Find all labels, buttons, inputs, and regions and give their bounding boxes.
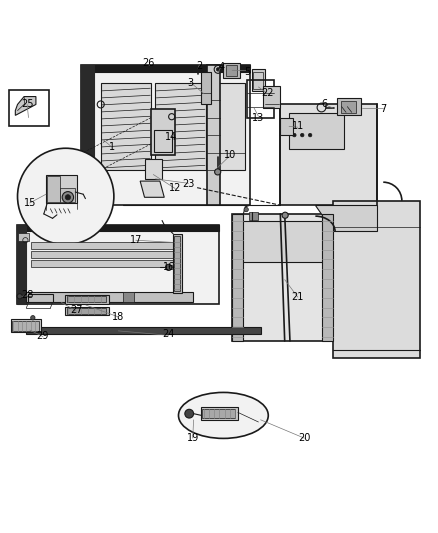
Polygon shape xyxy=(81,65,250,71)
Bar xyxy=(249,212,258,220)
Polygon shape xyxy=(81,65,250,205)
Polygon shape xyxy=(315,205,377,231)
Bar xyxy=(341,101,356,113)
Bar xyxy=(174,236,180,291)
Bar xyxy=(202,409,235,418)
Polygon shape xyxy=(333,201,420,359)
Bar xyxy=(207,65,220,205)
Bar xyxy=(239,221,326,262)
Bar xyxy=(123,292,134,302)
Text: 15: 15 xyxy=(24,198,36,208)
Text: 14: 14 xyxy=(165,132,177,142)
Text: 1: 1 xyxy=(109,142,115,152)
Polygon shape xyxy=(280,104,377,205)
Text: 22: 22 xyxy=(261,88,273,99)
Circle shape xyxy=(18,148,114,245)
Circle shape xyxy=(216,68,220,71)
Bar xyxy=(46,174,77,203)
Text: 29: 29 xyxy=(37,330,49,341)
Circle shape xyxy=(31,316,35,320)
Polygon shape xyxy=(15,96,36,115)
Circle shape xyxy=(185,409,194,418)
Bar xyxy=(337,98,361,115)
Bar xyxy=(173,233,182,293)
Bar xyxy=(26,327,261,334)
Bar xyxy=(12,321,39,331)
Text: 10: 10 xyxy=(224,150,236,160)
Text: 20: 20 xyxy=(298,433,311,443)
Bar xyxy=(47,176,60,201)
Bar xyxy=(263,86,280,108)
Bar xyxy=(31,243,175,249)
Bar xyxy=(65,307,109,314)
Bar xyxy=(18,233,29,241)
Text: 28: 28 xyxy=(21,290,33,300)
Text: 25: 25 xyxy=(21,100,33,109)
Text: 13: 13 xyxy=(252,112,265,123)
Bar xyxy=(145,159,162,179)
Circle shape xyxy=(166,264,172,270)
Circle shape xyxy=(300,133,304,137)
Polygon shape xyxy=(232,214,243,341)
Bar xyxy=(60,188,75,201)
Text: 3: 3 xyxy=(187,77,194,87)
Bar xyxy=(247,80,274,118)
Bar xyxy=(201,71,211,104)
Ellipse shape xyxy=(179,392,268,439)
Circle shape xyxy=(17,294,22,299)
Bar xyxy=(65,295,109,304)
Bar xyxy=(155,83,206,170)
Text: 19: 19 xyxy=(187,433,199,443)
Text: 2: 2 xyxy=(196,61,202,71)
Bar xyxy=(31,260,175,266)
Bar xyxy=(154,130,172,152)
Bar xyxy=(289,113,344,149)
Text: 18: 18 xyxy=(112,312,124,322)
Polygon shape xyxy=(322,214,333,341)
Text: 11: 11 xyxy=(292,122,304,131)
Bar xyxy=(280,118,293,135)
Bar xyxy=(101,83,151,170)
Polygon shape xyxy=(140,181,164,197)
Text: 4: 4 xyxy=(218,62,224,72)
Polygon shape xyxy=(17,225,219,304)
Bar xyxy=(31,251,175,258)
Text: 5: 5 xyxy=(244,67,251,77)
Bar xyxy=(201,407,238,420)
Text: 7: 7 xyxy=(380,104,386,114)
Polygon shape xyxy=(17,225,26,304)
Bar xyxy=(26,292,193,302)
Bar xyxy=(67,296,106,302)
Polygon shape xyxy=(81,65,94,205)
Bar xyxy=(151,109,175,155)
Text: 16: 16 xyxy=(162,262,175,271)
Circle shape xyxy=(293,133,296,137)
Circle shape xyxy=(62,191,74,203)
Text: 17: 17 xyxy=(130,235,142,245)
Text: 26: 26 xyxy=(143,58,155,68)
Text: 27: 27 xyxy=(71,305,83,316)
Circle shape xyxy=(308,133,312,137)
Text: 12: 12 xyxy=(169,183,181,192)
Bar xyxy=(223,63,240,78)
Circle shape xyxy=(65,195,71,200)
Polygon shape xyxy=(17,225,219,231)
Text: 24: 24 xyxy=(162,329,175,340)
Bar xyxy=(226,66,237,76)
Circle shape xyxy=(215,169,221,175)
Bar xyxy=(28,294,53,302)
Bar xyxy=(210,83,245,170)
Bar xyxy=(9,91,49,126)
Text: 21: 21 xyxy=(292,292,304,302)
Polygon shape xyxy=(232,214,333,341)
Bar xyxy=(67,308,106,314)
Text: 23: 23 xyxy=(182,179,194,189)
Bar xyxy=(253,72,263,89)
Bar xyxy=(252,69,265,91)
Circle shape xyxy=(282,212,288,219)
Bar xyxy=(11,319,41,332)
Text: 6: 6 xyxy=(321,100,327,109)
Circle shape xyxy=(244,207,248,212)
